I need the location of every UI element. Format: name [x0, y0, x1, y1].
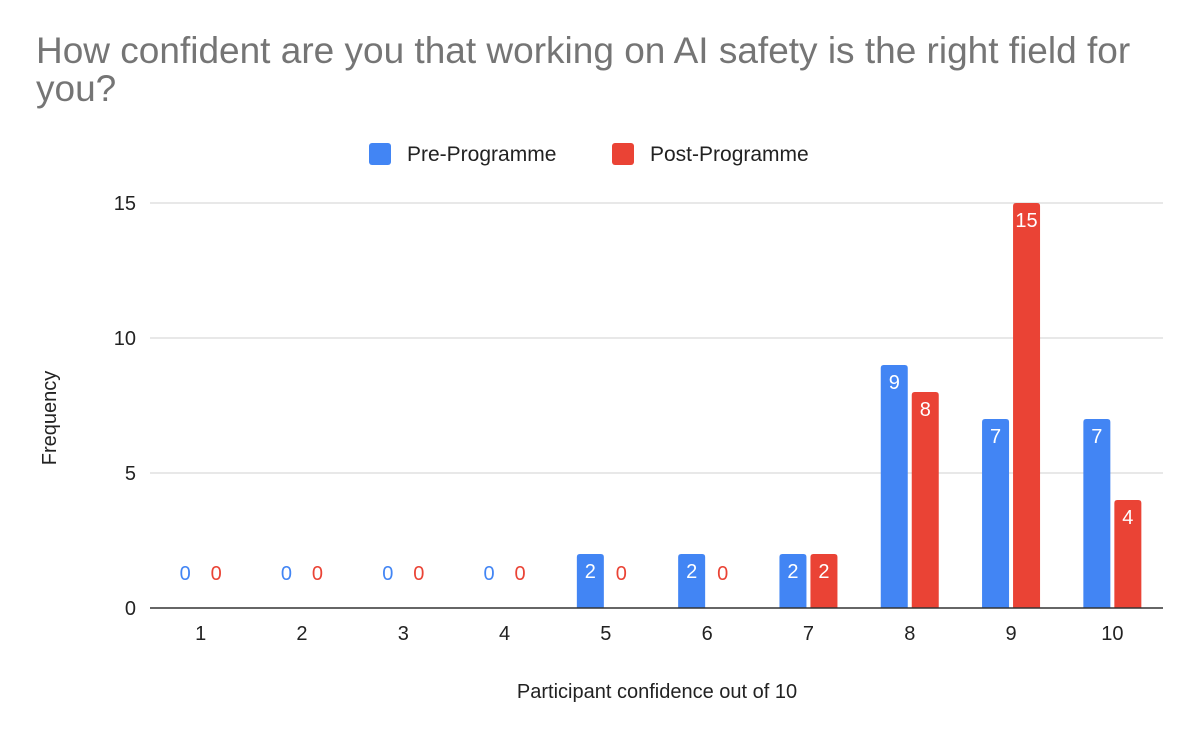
bar-pre-programme-5: [576, 554, 604, 608]
x-tick-label: 8: [904, 623, 915, 645]
x-tick-label: 6: [702, 623, 713, 645]
y-tick-label: 5: [125, 463, 136, 485]
data-label: 0: [281, 563, 292, 585]
y-tick-label: 15: [114, 193, 136, 215]
data-label: 4: [1122, 507, 1133, 529]
data-label: 0: [211, 563, 222, 585]
data-label: 15: [1015, 210, 1037, 232]
data-label: 0: [616, 563, 627, 585]
x-tick-label: 9: [1005, 623, 1016, 645]
data-label: 2: [686, 561, 697, 583]
data-label: 9: [889, 372, 900, 394]
legend-swatch-post-programme: [612, 143, 634, 165]
bar-post-programme-8: [911, 392, 939, 608]
bar-pre-programme-9: [982, 419, 1010, 608]
y-tick-label: 0: [125, 598, 136, 620]
gridlines: [150, 202, 1163, 474]
legend-label: Pre-Programme: [407, 143, 556, 166]
y-tick-label: 10: [114, 328, 136, 350]
bar-post-programme-9: [1013, 203, 1041, 608]
x-tick-label: 10: [1101, 623, 1123, 645]
data-label: 2: [787, 561, 798, 583]
data-label: 0: [180, 563, 191, 585]
y-axis-title: Frequency: [39, 371, 61, 466]
x-tick-label: 2: [296, 623, 307, 645]
x-tick-label: 4: [499, 623, 510, 645]
data-label: 0: [312, 563, 323, 585]
legend: Pre-Programme Post-Programme: [369, 143, 809, 166]
chart-title: How confident are you that working on AI…: [36, 30, 1131, 109]
x-tick-label: 1: [195, 623, 206, 645]
bar-pre-programme-8: [880, 365, 908, 608]
data-label: 0: [717, 563, 728, 585]
data-label: 8: [920, 399, 931, 421]
bar-pre-programme-6: [678, 554, 706, 608]
x-tick-label: 5: [600, 623, 611, 645]
data-label: 7: [1091, 426, 1102, 448]
data-label: 0: [413, 563, 424, 585]
data-label: 7: [990, 426, 1001, 448]
data-label: 2: [585, 561, 596, 583]
bar-post-programme-10: [1114, 500, 1142, 608]
x-axis-title: Participant confidence out of 10: [517, 681, 797, 703]
bar-post-programme-7: [810, 554, 838, 608]
x-tick-label: 3: [398, 623, 409, 645]
data-label: 0: [483, 563, 494, 585]
data-label: 2: [818, 561, 829, 583]
x-tick-label: 7: [803, 623, 814, 645]
data-label: 0: [514, 563, 525, 585]
bar-pre-programme-7: [779, 554, 807, 608]
legend-swatch-pre-programme: [369, 143, 391, 165]
data-label: 0: [382, 563, 393, 585]
bar-pre-programme-10: [1083, 419, 1111, 608]
legend-label: Post-Programme: [650, 143, 809, 166]
